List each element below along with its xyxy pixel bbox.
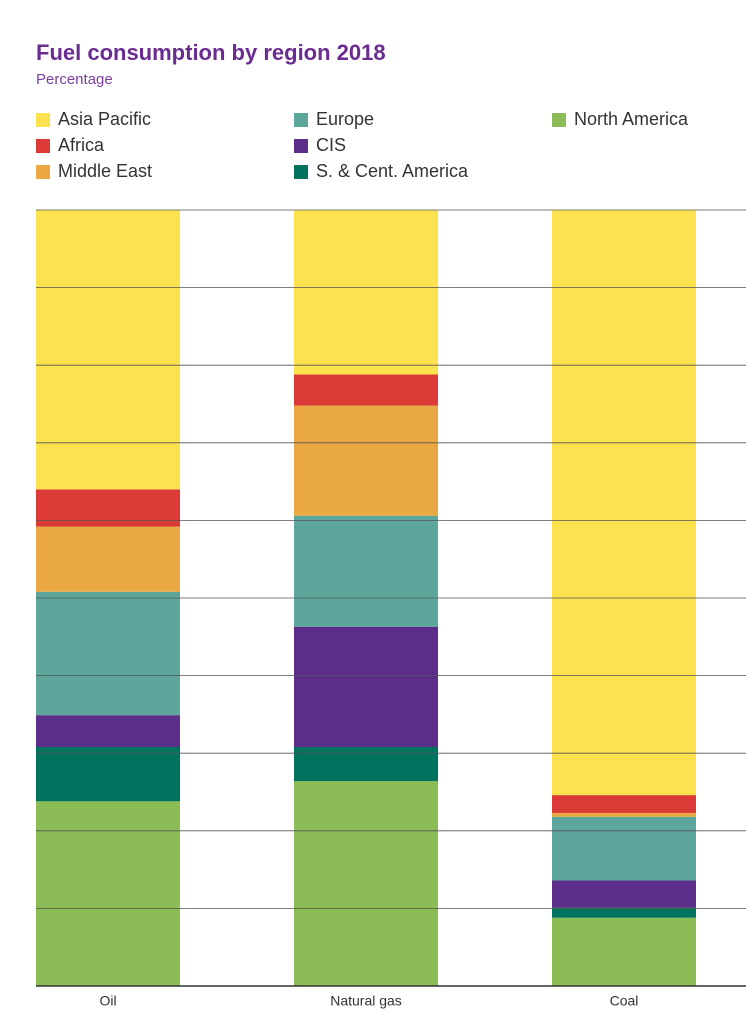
bar-segment xyxy=(36,489,180,527)
bar-segment xyxy=(36,715,180,747)
bar-segment xyxy=(294,405,438,516)
legend-swatch xyxy=(36,139,50,153)
legend-label: Europe xyxy=(316,109,374,129)
legend-swatch xyxy=(294,113,308,127)
legend-label: Africa xyxy=(58,135,105,155)
legend-swatch xyxy=(294,165,308,179)
bar-segment xyxy=(294,374,438,406)
bar-segment xyxy=(294,781,438,986)
bar-segment xyxy=(552,795,696,813)
chart-subtitle: Percentage xyxy=(36,71,113,88)
bar-segment xyxy=(552,210,696,796)
bar-segment xyxy=(36,801,180,986)
bar-segment xyxy=(294,626,438,747)
legend-swatch xyxy=(36,113,50,127)
bar-segment xyxy=(552,812,696,817)
legend-label: Asia Pacific xyxy=(58,109,151,129)
bar-segment xyxy=(294,746,438,782)
bar-segment xyxy=(36,526,180,592)
bar-segment xyxy=(36,591,180,716)
legend-swatch xyxy=(552,113,566,127)
bar-segment xyxy=(552,880,696,908)
bar-segment xyxy=(294,515,438,627)
legend-label: North America xyxy=(574,109,689,129)
legend-swatch xyxy=(36,165,50,179)
legend-label: Middle East xyxy=(58,161,152,181)
legend-label: S. & Cent. America xyxy=(316,161,469,181)
x-tick-label: Coal xyxy=(610,993,639,1009)
chart-title: Fuel consumption by region 2018 xyxy=(36,40,386,65)
x-tick-label: Oil xyxy=(99,993,116,1009)
bar-segment xyxy=(36,746,180,802)
legend-label: CIS xyxy=(316,135,346,155)
bar-segment xyxy=(552,816,696,881)
legend-swatch xyxy=(294,139,308,153)
bar-segment xyxy=(552,907,696,918)
bar-segment xyxy=(552,917,696,986)
x-tick-label: Natural gas xyxy=(330,993,402,1009)
bar-segment xyxy=(294,210,438,375)
bar-segment xyxy=(36,210,180,490)
